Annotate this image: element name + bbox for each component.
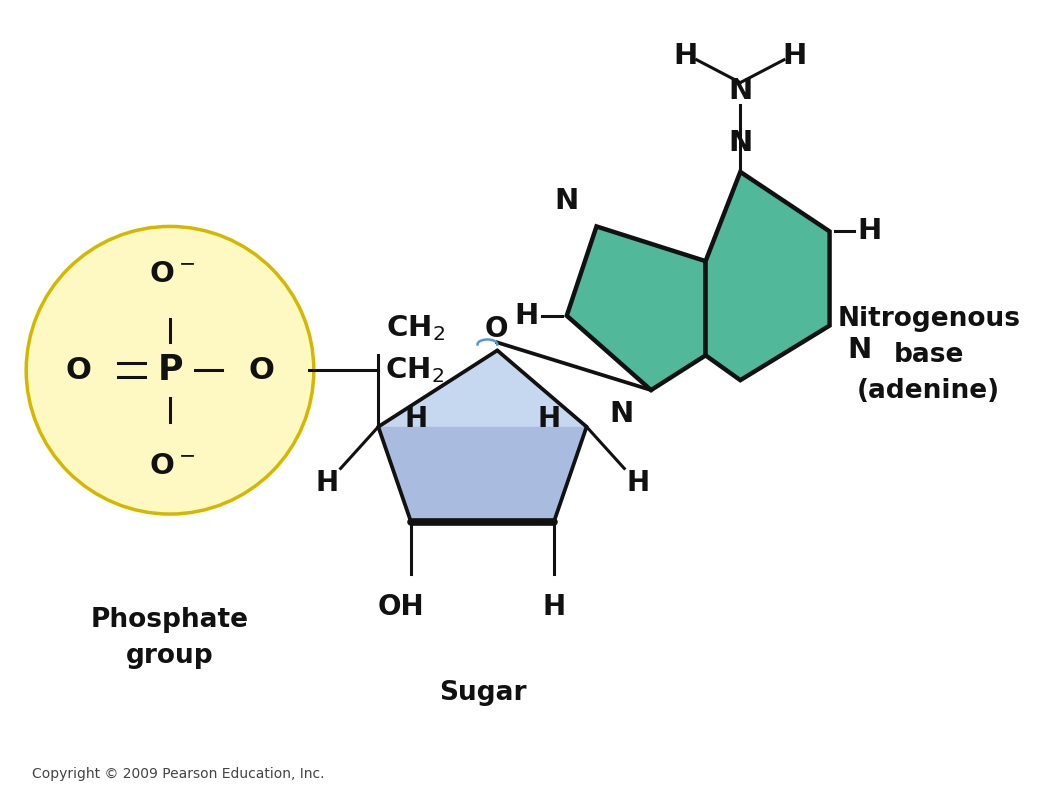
Text: O$^-$: O$^-$: [149, 260, 195, 288]
Text: Sugar: Sugar: [439, 679, 526, 706]
Text: O: O: [485, 315, 508, 343]
Circle shape: [26, 226, 314, 514]
Text: CH$_2$: CH$_2$: [386, 314, 445, 343]
Polygon shape: [379, 426, 586, 522]
Text: H: H: [315, 470, 338, 498]
Text: H: H: [857, 218, 881, 246]
Polygon shape: [566, 226, 706, 390]
Text: H: H: [405, 405, 428, 433]
Text: Copyright © 2009 Pearson Education, Inc.: Copyright © 2009 Pearson Education, Inc.: [32, 767, 325, 781]
Text: CH$_2$: CH$_2$: [385, 355, 444, 385]
Text: O: O: [66, 356, 92, 385]
Text: H: H: [542, 594, 565, 622]
Text: N: N: [609, 400, 633, 428]
Text: P: P: [157, 354, 183, 387]
Text: H: H: [782, 42, 807, 70]
Text: OH: OH: [378, 594, 425, 622]
Text: H: H: [627, 470, 650, 498]
Text: N: N: [728, 78, 752, 106]
Text: O$^-$: O$^-$: [149, 453, 195, 481]
Text: H: H: [674, 42, 698, 70]
Text: Phosphate
group: Phosphate group: [91, 607, 249, 669]
Text: H: H: [514, 302, 539, 330]
Text: Nitrogenous
base
(adenine): Nitrogenous base (adenine): [838, 306, 1020, 404]
Text: H: H: [537, 405, 560, 433]
Polygon shape: [379, 350, 586, 522]
Text: N: N: [847, 335, 872, 363]
Text: O: O: [248, 356, 274, 385]
Text: N: N: [728, 129, 752, 157]
Text: N: N: [555, 186, 579, 214]
Polygon shape: [706, 172, 829, 380]
